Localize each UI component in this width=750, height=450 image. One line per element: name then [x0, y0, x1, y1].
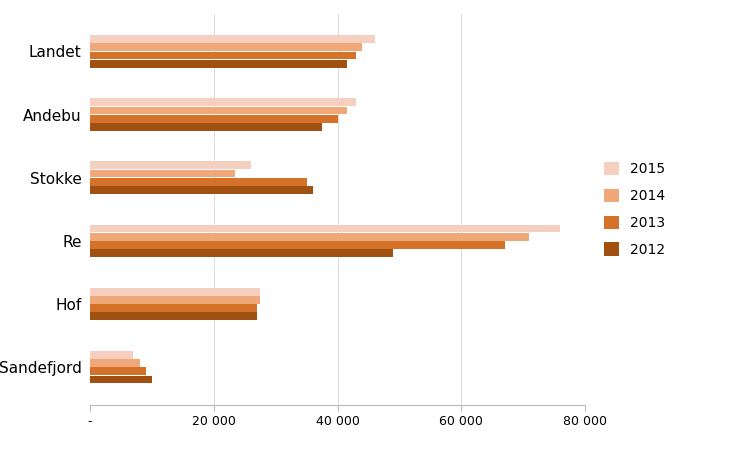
Bar: [90, 35, 375, 43]
Bar: [90, 249, 393, 257]
Bar: [90, 98, 356, 106]
Bar: [90, 107, 346, 114]
Bar: [90, 241, 505, 249]
Bar: [90, 367, 146, 375]
Bar: [90, 233, 530, 241]
Bar: [90, 123, 322, 131]
Bar: [90, 52, 356, 59]
Bar: [90, 178, 307, 186]
Bar: [90, 351, 134, 359]
Bar: [90, 288, 260, 296]
Bar: [90, 162, 251, 169]
Bar: [90, 359, 140, 367]
Bar: [90, 170, 236, 177]
Bar: [90, 43, 362, 51]
Bar: [90, 115, 338, 122]
Bar: [90, 186, 313, 194]
Bar: [90, 304, 257, 312]
Bar: [90, 296, 260, 304]
Bar: [90, 225, 560, 232]
Legend: 2015, 2014, 2013, 2012: 2015, 2014, 2013, 2012: [597, 155, 672, 264]
Bar: [90, 312, 257, 320]
Bar: [90, 376, 152, 383]
Bar: [90, 60, 346, 68]
